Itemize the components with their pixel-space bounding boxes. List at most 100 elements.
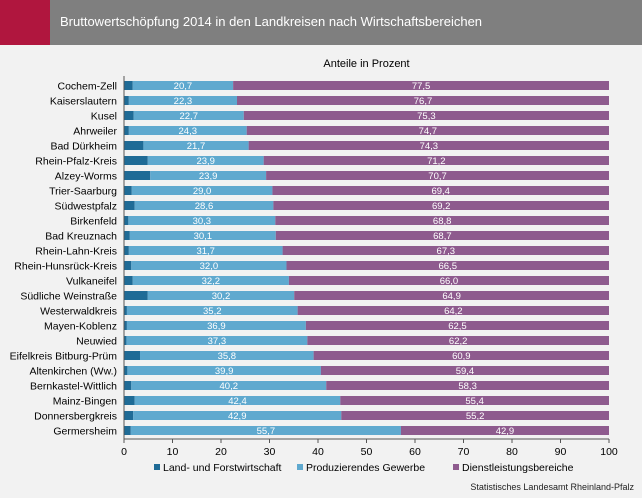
category-label: Rhein-Pfalz-Kreis [35, 156, 117, 168]
bar-segment-s0 [124, 141, 144, 150]
bar-segment-s2 [313, 351, 609, 360]
x-tick-label: 50 [361, 446, 373, 458]
category-label: Mayen-Koblenz [44, 321, 117, 333]
category-label: Kusel [91, 111, 117, 123]
bar-segment-s0 [124, 246, 129, 255]
category-label: Ahrweiler [73, 126, 117, 138]
bar-segment-s0 [124, 156, 148, 165]
data-label: 68,8 [433, 216, 452, 227]
category-label: Mainz-Bingen [53, 396, 117, 408]
bar-segment-s2 [341, 411, 609, 420]
data-label: 22,7 [179, 111, 198, 122]
bar-segment-s0 [124, 336, 127, 345]
bar-segment-s1 [131, 186, 273, 195]
legend-swatch [453, 464, 459, 470]
data-label: 31,7 [196, 246, 215, 257]
chart-subtitle: Anteile in Prozent [323, 58, 409, 70]
data-label: 64,9 [442, 291, 461, 302]
bar-segment-s2 [237, 96, 609, 105]
bar-segment-s1 [126, 321, 306, 330]
bar-segment-s1 [133, 111, 244, 120]
bar-segment-s1 [133, 411, 342, 420]
bar-segment-s2 [275, 216, 609, 225]
title-accent [0, 0, 50, 45]
bar-segment-s0 [124, 231, 130, 240]
bar-segment-s1 [134, 201, 274, 210]
bar-segment-s2 [297, 306, 609, 315]
data-label: 32,2 [202, 276, 221, 287]
data-label: 23,9 [199, 171, 218, 182]
bar-segment-s0 [124, 321, 127, 330]
bar-segment-s2 [400, 426, 609, 435]
category-label: Rhein-Lahn-Kreis [35, 246, 117, 258]
bar-segment-s0 [124, 126, 129, 135]
data-label: 40,2 [220, 381, 239, 392]
data-label: 32,0 [200, 261, 219, 272]
category-label: Eifelkreis Bitburg-Prüm [10, 351, 118, 363]
data-label: 68,7 [433, 231, 452, 242]
bar-segment-s1 [131, 261, 287, 270]
data-label: 60,9 [452, 351, 471, 362]
bar-segment-s2 [243, 111, 610, 120]
bar-segment-s2 [266, 171, 609, 180]
category-label: Rhein-Hunsrück-Kreis [14, 261, 117, 273]
data-label: 70,7 [428, 171, 447, 182]
bar-segment-s2 [286, 261, 609, 270]
data-label: 35,8 [218, 351, 237, 362]
data-label: 66,0 [440, 276, 459, 287]
category-label: Bad Dürkheim [50, 141, 117, 153]
bar-segment-s1 [131, 381, 327, 390]
bar-segment-s0 [124, 366, 128, 375]
x-tick-label: 30 [264, 446, 276, 458]
data-label: 69,2 [432, 201, 451, 212]
data-label: 58,3 [458, 381, 477, 392]
x-tick-label: 90 [555, 446, 567, 458]
category-label: Südliche Weinstraße [20, 291, 117, 303]
source-note: Statistisches Landesamt Rheinland-Pfalz [470, 482, 634, 492]
bar-segment-s2 [248, 141, 609, 150]
bar-segment-s0 [124, 306, 127, 315]
category-label: Birkenfeld [70, 216, 117, 228]
bar-segment-s0 [124, 411, 134, 420]
data-label: 30,1 [194, 231, 213, 242]
bar-segment-s0 [124, 426, 131, 435]
bar-segment-s1 [128, 126, 247, 135]
bar-segment-s1 [140, 351, 314, 360]
bar-segment-s1 [134, 396, 341, 405]
data-label: 42,9 [496, 426, 515, 437]
data-label: 59,4 [456, 366, 475, 377]
page-title: Bruttowertschöpfung 2014 in den Landkrei… [60, 14, 483, 29]
bar-segment-s2 [263, 156, 609, 165]
bar-segment-s1 [147, 156, 264, 165]
category-label: Altenkirchen (Ww.) [29, 366, 117, 378]
bar-segment-s0 [124, 96, 129, 105]
data-label: 55,4 [465, 396, 484, 407]
bar-segment-s0 [124, 216, 129, 225]
x-tick-label: 70 [458, 446, 470, 458]
bar-segment-s1 [150, 171, 267, 180]
bar-segment-s0 [124, 111, 134, 120]
bar-segment-s0 [124, 171, 151, 180]
data-label: 23,9 [196, 156, 215, 167]
category-label: Alzey-Worms [55, 171, 117, 183]
data-label: 22,3 [174, 96, 193, 107]
data-label: 55,7 [257, 426, 276, 437]
legend-entry: Land- und Forstwirtschaft [163, 462, 282, 474]
bar-segment-s1 [147, 291, 295, 300]
bar-segment-s1 [132, 81, 234, 90]
data-label: 67,3 [437, 246, 456, 257]
category-label: Cochem-Zell [57, 81, 117, 93]
bar-segment-s1 [128, 216, 276, 225]
bar-segment-s0 [124, 291, 148, 300]
x-tick-label: 80 [506, 446, 518, 458]
category-label: Bernkastel-Wittlich [30, 381, 117, 393]
legend-swatch [154, 464, 160, 470]
legend-swatch [297, 464, 303, 470]
bar-segment-s0 [124, 351, 141, 360]
bar-segment-s2 [320, 366, 609, 375]
data-label: 24,3 [179, 126, 198, 137]
title-bar: Bruttowertschöpfung 2014 in den Landkrei… [0, 0, 642, 45]
x-tick-label: 20 [215, 446, 227, 458]
bar-segment-s0 [124, 201, 135, 210]
bar-segment-s0 [124, 276, 133, 285]
